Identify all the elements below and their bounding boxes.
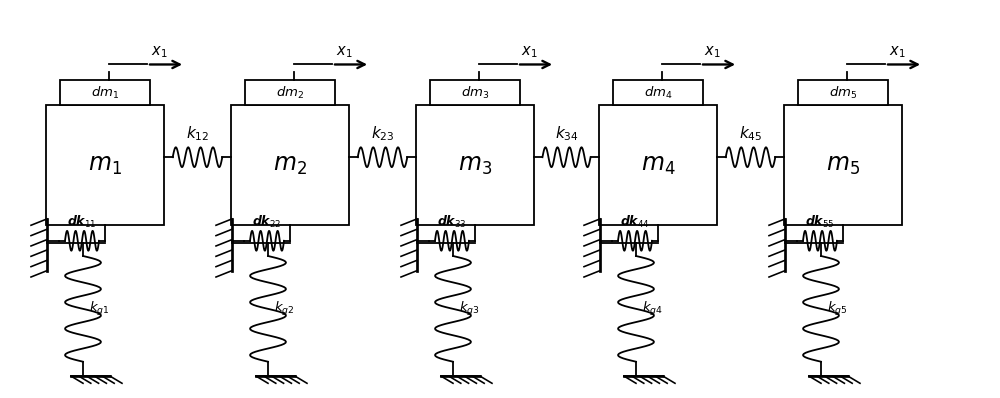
Text: $k_{{g4}}$: $k_{{g4}}$ <box>642 300 663 318</box>
Text: $\boldsymbol{dk}_{{22}}$: $\boldsymbol{dk}_{{22}}$ <box>252 214 282 230</box>
Text: $x_1$: $x_1$ <box>521 44 538 60</box>
Text: $k_{{g3}}$: $k_{{g3}}$ <box>459 300 480 318</box>
Text: $\boldsymbol{m_{1}}$: $\boldsymbol{m_{1}}$ <box>88 154 122 177</box>
Text: $x_1$: $x_1$ <box>889 44 906 60</box>
Bar <box>599 105 717 225</box>
Text: $\boldsymbol{m_{3}}$: $\boldsymbol{m_{3}}$ <box>458 154 492 177</box>
Bar <box>245 80 335 105</box>
Text: $k_{{12}}$: $k_{{12}}$ <box>186 125 209 143</box>
Text: $x_1$: $x_1$ <box>336 44 353 60</box>
Text: $dm_{1}$: $dm_{1}$ <box>91 84 119 101</box>
Text: $\boldsymbol{m_{4}}$: $\boldsymbol{m_{4}}$ <box>641 154 675 177</box>
Text: $x_1$: $x_1$ <box>704 44 721 60</box>
Text: $\boldsymbol{m_{5}}$: $\boldsymbol{m_{5}}$ <box>826 154 860 177</box>
Text: $\boldsymbol{dk}_{{33}}$: $\boldsymbol{dk}_{{33}}$ <box>437 214 467 230</box>
Bar <box>416 105 534 225</box>
Bar <box>784 105 902 225</box>
Bar <box>231 105 349 225</box>
Bar <box>613 80 703 105</box>
Bar <box>46 105 164 225</box>
Text: $\boldsymbol{m_{2}}$: $\boldsymbol{m_{2}}$ <box>273 154 307 177</box>
Text: $\boldsymbol{dk}_{{44}}$: $\boldsymbol{dk}_{{44}}$ <box>620 214 650 230</box>
Text: $k_{{g2}}$: $k_{{g2}}$ <box>274 300 294 318</box>
Text: $k_{{g5}}$: $k_{{g5}}$ <box>827 300 848 318</box>
Text: $\boldsymbol{dk}_{{55}}$: $\boldsymbol{dk}_{{55}}$ <box>805 214 835 230</box>
Text: $k_{{g1}}$: $k_{{g1}}$ <box>89 300 110 318</box>
Text: $dm_{5}$: $dm_{5}$ <box>829 84 857 101</box>
Bar <box>798 80 888 105</box>
Bar <box>60 80 150 105</box>
Text: $k_{{45}}$: $k_{{45}}$ <box>739 125 762 143</box>
Text: $x_1$: $x_1$ <box>151 44 168 60</box>
Text: $\boldsymbol{dk}_{{11}}$: $\boldsymbol{dk}_{{11}}$ <box>67 214 97 230</box>
Text: $k_{{34}}$: $k_{{34}}$ <box>555 125 578 143</box>
Text: $dm_{2}$: $dm_{2}$ <box>276 84 304 101</box>
Bar <box>430 80 520 105</box>
Text: $dm_{3}$: $dm_{3}$ <box>461 84 489 101</box>
Text: $k_{{23}}$: $k_{{23}}$ <box>371 125 394 143</box>
Text: $dm_{4}$: $dm_{4}$ <box>644 84 672 101</box>
